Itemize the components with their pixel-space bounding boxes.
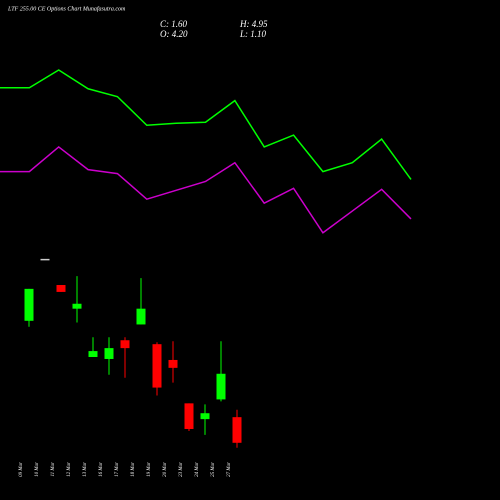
x-tick-label: 19 Mar (147, 462, 152, 477)
x-tick-label: 12 Mar (67, 462, 72, 477)
x-tick-label: 24 Mar (195, 462, 200, 477)
candle-body (120, 340, 130, 349)
candle-body (72, 303, 82, 309)
x-tick-label: 17 Mar (115, 462, 120, 477)
candle-body (200, 413, 210, 420)
x-tick-label: 09 Mar (19, 462, 24, 477)
candle-body (184, 403, 194, 429)
indicator-line (0, 69, 412, 180)
candle-body (88, 351, 98, 358)
candle-body (168, 359, 178, 368)
x-tick-label: 13 Mar (83, 462, 88, 477)
ohlc-high: H: 4.95 (239, 19, 268, 29)
indicator-line (0, 145, 412, 234)
candle-body (136, 308, 146, 325)
ohlc-low: L: 1.10 (239, 29, 267, 39)
x-tick-label: 16 Mar (99, 462, 104, 477)
ohlc-close: C: 1.60 (160, 19, 188, 29)
candle-body (216, 373, 226, 400)
candle-body (24, 288, 34, 321)
candle-body (40, 258, 50, 261)
candle-body (232, 417, 242, 443)
x-tick-label: 20 Mar (163, 462, 168, 477)
ohlc-open: O: 4.20 (160, 29, 188, 39)
candle-body (56, 285, 66, 292)
candle-body (104, 348, 114, 359)
chart-title: LTF 255.00 CE Options Chart Munafasutra.… (7, 5, 126, 12)
x-tick-label: 25 Mar (211, 462, 216, 477)
x-tick-label: 27 Mar (227, 462, 232, 477)
x-tick-label: 10 Mar (35, 462, 40, 477)
x-tick-label: 18 Mar (131, 462, 136, 477)
candle-body (152, 344, 162, 388)
x-tick-label: 11 Mar (51, 462, 56, 477)
x-tick-label: 23 Mar (179, 462, 184, 477)
